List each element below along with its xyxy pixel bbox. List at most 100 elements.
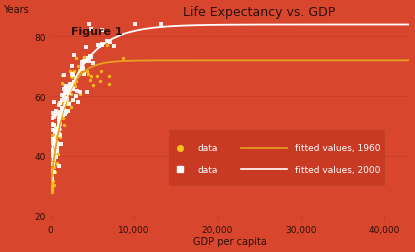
Point [50, 158, 56, 162]
Point [55, 142, 62, 146]
Point [72, 76, 78, 80]
Point [52, 145, 59, 149]
Point [60, 108, 67, 112]
Point [60, 94, 67, 99]
Point [52, 151, 59, 155]
Point [132, 23, 138, 27]
FancyBboxPatch shape [169, 131, 384, 185]
Point [57, 114, 63, 118]
Point [57, 115, 64, 119]
Point [49, 128, 56, 132]
Point [55, 115, 61, 119]
Point [49, 186, 56, 190]
Point [60, 88, 67, 92]
Point [58, 107, 65, 111]
Point [58, 112, 65, 116]
Point [56, 124, 62, 129]
Point [107, 40, 113, 44]
Point [81, 56, 87, 60]
Point [54, 146, 60, 150]
Point [99, 43, 105, 47]
Point [66, 103, 73, 107]
Point [66, 70, 73, 74]
Point [61, 84, 68, 88]
Point [87, 75, 94, 79]
Point [53, 149, 60, 153]
Point [49, 185, 56, 189]
Point [60, 101, 66, 105]
Point [49, 190, 56, 194]
Point [71, 69, 78, 73]
Point [56, 128, 62, 132]
Point [63, 98, 70, 102]
Point [57, 123, 63, 127]
Point [59, 110, 66, 114]
Point [69, 74, 76, 78]
Point [54, 143, 60, 147]
Point [49, 176, 56, 180]
Point [90, 83, 96, 87]
Point [63, 111, 69, 115]
Point [59, 74, 65, 78]
Point [69, 75, 76, 79]
Point [59, 108, 65, 112]
Point [51, 158, 58, 162]
Point [50, 153, 57, 158]
Point [54, 148, 61, 152]
Point [78, 65, 85, 69]
Point [69, 99, 76, 103]
Point [68, 73, 75, 77]
Point [54, 132, 60, 136]
Point [76, 69, 82, 73]
Point [63, 103, 70, 107]
Point [69, 71, 76, 75]
Point [103, 40, 110, 44]
Point [56, 132, 63, 136]
Point [68, 75, 75, 79]
Point [52, 145, 59, 149]
Point [70, 54, 77, 58]
Point [51, 136, 58, 140]
Point [99, 29, 105, 33]
Point [90, 62, 97, 66]
Point [60, 116, 66, 120]
Point [51, 166, 58, 170]
Point [79, 68, 85, 72]
Point [54, 162, 60, 166]
Point [49, 173, 56, 177]
Point [63, 89, 70, 93]
Point [51, 161, 57, 165]
Point [56, 122, 62, 126]
Point [63, 90, 70, 94]
Point [87, 55, 94, 59]
Point [64, 108, 71, 112]
Point [57, 142, 63, 146]
Point [75, 65, 81, 69]
Point [49, 162, 56, 166]
Point [81, 60, 88, 64]
Point [63, 110, 69, 114]
Point [50, 169, 57, 173]
Point [49, 157, 56, 161]
Point [85, 59, 92, 64]
Point [63, 89, 69, 93]
Point [74, 72, 81, 76]
Point [68, 85, 75, 89]
Point [74, 89, 81, 93]
Point [68, 92, 74, 97]
Point [50, 111, 56, 115]
Point [58, 142, 65, 146]
Point [68, 86, 74, 90]
Point [56, 117, 63, 121]
Point [68, 105, 74, 109]
Point [73, 80, 80, 84]
Point [95, 45, 102, 49]
Text: data: data [198, 165, 218, 174]
Text: data: data [198, 144, 218, 152]
Point [61, 123, 67, 127]
Point [53, 110, 60, 114]
Point [72, 95, 79, 99]
Point [64, 86, 71, 90]
Title: Life Expectancy vs. GDP: Life Expectancy vs. GDP [183, 6, 335, 18]
Point [64, 97, 71, 101]
